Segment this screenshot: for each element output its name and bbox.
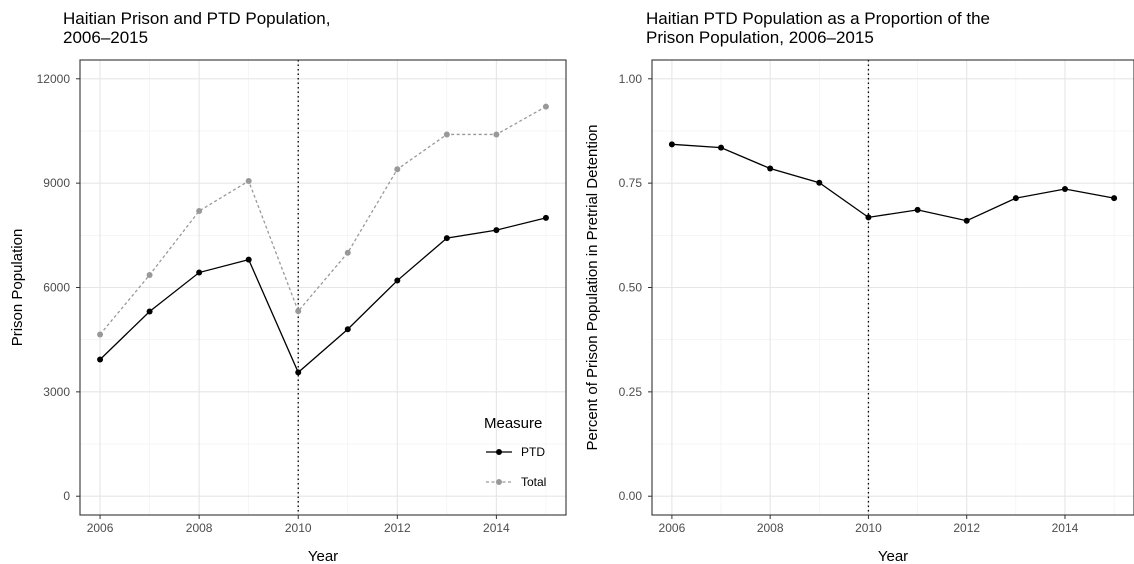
x-tick-label: 2012 bbox=[953, 521, 980, 535]
data-point bbox=[1061, 185, 1068, 192]
x-tick-label: 2010 bbox=[855, 521, 882, 535]
x-tick-label: 2006 bbox=[659, 521, 686, 535]
data-point bbox=[344, 249, 351, 256]
y-axis-title: Prison Population bbox=[9, 229, 26, 347]
data-point bbox=[196, 269, 203, 276]
data-point bbox=[443, 235, 450, 242]
y-axis-title: Percent of Prison Population in Pretrial… bbox=[584, 124, 601, 450]
data-point bbox=[146, 271, 153, 278]
data-point bbox=[394, 166, 401, 173]
x-axis-title: Year bbox=[878, 548, 908, 564]
series-ptd-proportion bbox=[668, 141, 1118, 224]
chart-title: Prison Population, 2006–2015 bbox=[646, 28, 874, 47]
y-tick-label: 0.25 bbox=[619, 385, 643, 399]
x-tick-label: 2012 bbox=[384, 521, 411, 535]
data-point bbox=[295, 369, 302, 376]
series-total bbox=[97, 103, 549, 338]
x-tick-label: 2008 bbox=[186, 521, 213, 535]
gridlines bbox=[652, 60, 1134, 515]
data-point bbox=[146, 308, 153, 315]
data-point bbox=[443, 131, 450, 138]
legend-label-ptd: PTD bbox=[521, 445, 545, 459]
y-tick-label: 12000 bbox=[37, 72, 71, 86]
data-point bbox=[542, 214, 549, 221]
chart-panel-2: Haitian PTD Population as a Proportion o… bbox=[584, 9, 1134, 564]
data-point bbox=[493, 131, 500, 138]
data-point bbox=[1111, 195, 1118, 202]
y-tick-label: 0.75 bbox=[619, 176, 643, 190]
legend: Measure PTD Total bbox=[484, 415, 546, 489]
data-point bbox=[668, 141, 675, 148]
y-tick-label: 0.50 bbox=[619, 281, 643, 295]
data-point bbox=[542, 103, 549, 110]
y-tick-label: 3000 bbox=[43, 385, 70, 399]
x-tick-label: 2006 bbox=[87, 521, 114, 535]
legend-key-point bbox=[496, 449, 502, 455]
data-point bbox=[963, 217, 970, 224]
legend-title: Measure bbox=[484, 415, 542, 432]
series-line bbox=[99, 217, 547, 374]
data-point bbox=[97, 356, 104, 363]
y-tick-label: 1.00 bbox=[619, 72, 643, 86]
data-point bbox=[1012, 195, 1019, 202]
gridlines bbox=[80, 60, 566, 515]
data-point bbox=[718, 144, 725, 151]
y-tick-label: 9000 bbox=[43, 176, 70, 190]
data-point bbox=[245, 178, 252, 185]
x-tick-label: 2014 bbox=[483, 521, 510, 535]
series-line bbox=[671, 143, 1115, 222]
legend-label-total: Total bbox=[521, 475, 546, 489]
data-point bbox=[914, 206, 921, 213]
x-tick-label: 2010 bbox=[285, 521, 312, 535]
data-point bbox=[196, 207, 203, 214]
series-line bbox=[99, 106, 547, 335]
y-tick-label: 0.00 bbox=[619, 489, 643, 503]
y-tick-label: 6000 bbox=[43, 281, 70, 295]
series-ptd bbox=[97, 214, 549, 376]
data-point bbox=[344, 326, 351, 333]
chart-title: Haitian PTD Population as a Proportion o… bbox=[646, 9, 990, 28]
data-point bbox=[97, 331, 104, 338]
data-point bbox=[295, 308, 302, 315]
chart-panel-1: Haitian Prison and PTD Population,2006–2… bbox=[9, 9, 567, 564]
data-point bbox=[394, 277, 401, 284]
y-tick-label: 0 bbox=[63, 489, 70, 503]
data-point bbox=[245, 256, 252, 263]
chart-title: 2006–2015 bbox=[63, 28, 148, 47]
x-tick-label: 2008 bbox=[757, 521, 784, 535]
data-point bbox=[816, 179, 823, 186]
chart-title: Haitian Prison and PTD Population, bbox=[63, 9, 330, 28]
legend-key-point bbox=[496, 479, 502, 485]
data-point bbox=[767, 165, 774, 172]
data-point bbox=[493, 227, 500, 234]
data-point bbox=[865, 214, 872, 221]
x-axis-title: Year bbox=[308, 548, 338, 564]
x-tick-label: 2014 bbox=[1052, 521, 1079, 535]
